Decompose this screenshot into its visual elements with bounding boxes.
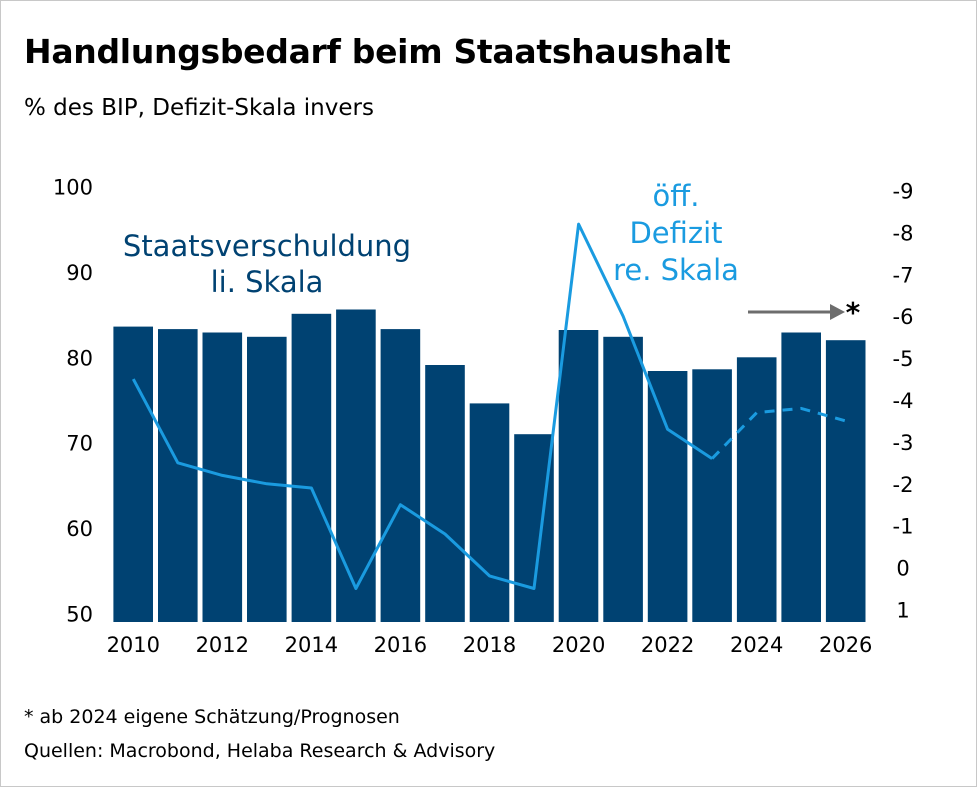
bar-2010 [113,326,153,622]
deficit-annotation-line2: Defizit [629,216,722,250]
right-tick-label: -9 [893,180,914,204]
debt-annotation-line1: Staatsverschuldung [123,229,411,263]
chart-title: Handlungsbedarf beim Staatshaushalt [24,32,731,71]
left-tick-label: 100 [53,176,93,200]
left-tick-label: 80 [66,346,93,370]
right-tick-label: -2 [893,473,914,497]
bar-2022 [647,371,688,622]
forecast-arrow-head [830,304,845,320]
x-tick-label: 2022 [641,633,694,657]
bar-2018 [469,403,510,622]
right-tick-label: -7 [893,263,914,287]
right-tick-label: -4 [893,389,914,413]
deficit-line [131,222,847,590]
bar-2026 [825,340,866,622]
deficit-annotation-line3: re. Skala [613,253,739,287]
bar-2011 [158,329,198,622]
x-tick-label: 2026 [819,633,872,657]
chart-subtitle: % des BIP, Defizit-Skala invers [24,95,374,121]
x-tick-label: 2018 [463,633,516,657]
bar-2024 [736,357,777,622]
left-tick-label: 50 [66,603,93,627]
deficit-line-actual [131,222,713,590]
right-tick-label: -8 [893,222,914,246]
right-tick-label: -1 [893,515,914,539]
bar-2025 [781,332,821,622]
bar-2014 [291,313,332,622]
right-tick-label: -3 [893,431,914,455]
bar-2015 [336,309,376,622]
x-tick-label: 2024 [730,633,783,657]
right-tick-label: -5 [893,347,914,371]
bar-2016 [380,329,421,622]
deficit-annotation-line1: öff. [653,179,700,213]
deficit-line-forecast [711,406,847,460]
forecast-marker: * [846,296,861,329]
x-tick-label: 2014 [285,633,338,657]
footnote: * ab 2024 eigene Schätzung/Prognosen [24,706,400,728]
left-tick-label: 90 [66,261,93,285]
right-axis: -9 -8 -7 -6 -5 -4 -3 -2 -1 0 1 [893,180,914,623]
bar-2023 [692,369,732,622]
bar-2020 [558,330,599,622]
left-tick-label: 60 [66,517,93,541]
left-axis: 100 90 80 70 60 50 [53,176,93,627]
x-tick-label: 2016 [374,633,427,657]
right-tick-label: 1 [896,598,909,622]
bar-2021 [603,336,643,622]
x-tick-label: 2010 [107,633,160,657]
bar-2013 [247,336,287,622]
debt-bars [113,309,866,622]
right-tick-label: -6 [893,305,914,329]
debt-annotation-line2: li. Skala [211,265,324,299]
right-tick-label: 0 [896,557,909,581]
bar-2017 [425,365,465,622]
x-axis: 2010 2012 2014 2016 2018 2020 2022 2024 2026 [107,633,873,657]
x-tick-label: 2012 [196,633,249,657]
x-tick-label: 2020 [552,633,605,657]
bar-2019 [514,434,554,622]
sources: Quellen: Macrobond, Helaba Research & Ad… [24,740,496,762]
left-tick-label: 70 [66,432,93,456]
